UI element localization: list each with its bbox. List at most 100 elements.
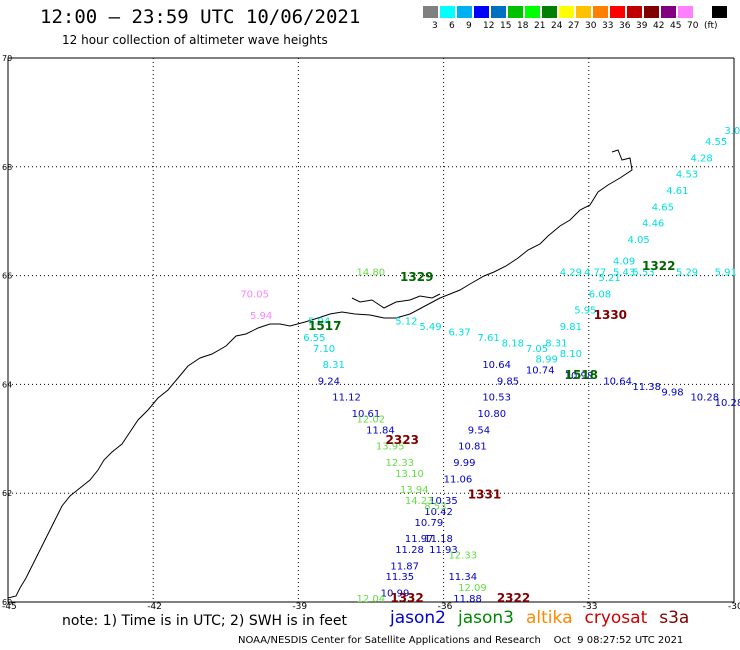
legend-cryosat: cryosat bbox=[584, 608, 648, 628]
colorbar-swatch bbox=[694, 5, 711, 19]
colorbar-swatch bbox=[558, 5, 575, 19]
lon-tick-label: -45 bbox=[2, 602, 17, 612]
satellite-legend: jason2 jason3 altika cryosat s3a bbox=[390, 608, 701, 628]
legend-jason3: jason3 bbox=[458, 608, 514, 628]
jason2-swh-value: 10.99 bbox=[381, 589, 410, 600]
lat-tick-label: 62 bbox=[2, 489, 12, 498]
jason2-swh-value: 9.99 bbox=[453, 458, 475, 469]
s3a-swh-value: 9.81 bbox=[560, 322, 582, 333]
pass-time-label: 1517 bbox=[308, 319, 341, 333]
colorbar-label: 18 bbox=[517, 21, 529, 31]
jason2-swh-value: 10.61 bbox=[352, 409, 381, 420]
s3a-swh-value: 4.61 bbox=[666, 186, 688, 197]
pass-time-label: 1332 bbox=[390, 591, 423, 605]
jason2-swh-value: 11.93 bbox=[429, 545, 458, 556]
jason2-swh-value: 10.64 bbox=[603, 376, 632, 387]
jason2-swh-value: 10.98 bbox=[565, 371, 594, 382]
colorbar-swatch bbox=[456, 5, 473, 19]
lon-tick-label: -33 bbox=[583, 602, 598, 612]
s3a-swh-value: 4.29 bbox=[560, 268, 582, 279]
greenland-coastline bbox=[7, 149, 633, 599]
colorbar-swatch bbox=[575, 5, 592, 19]
colorbar-label: 9 bbox=[466, 21, 472, 31]
legend-altika: altika bbox=[526, 608, 573, 628]
colorbar-label: (ft) bbox=[704, 21, 718, 31]
jason2-swh-value: 11.87 bbox=[390, 561, 419, 572]
jason2-swh-value: 10.74 bbox=[526, 366, 555, 377]
colorbar-label: 21 bbox=[534, 21, 546, 31]
jason2-swh-value: 10.42 bbox=[424, 507, 453, 518]
jason2-swh-value: 10.56 bbox=[739, 404, 740, 415]
lat-tick-label: 64 bbox=[2, 380, 12, 389]
colorbar-label: 70 bbox=[687, 21, 699, 31]
jason3-swh-value: 14.80 bbox=[356, 268, 385, 279]
s3a-swh-value: 4.53 bbox=[676, 170, 698, 181]
jason3-swh-value: 12.33 bbox=[386, 458, 415, 469]
s3a-swh-value: 5.21 bbox=[598, 273, 620, 284]
s3a-swh-value: 4.09 bbox=[613, 257, 635, 268]
colorbar-label: 30 bbox=[585, 21, 597, 31]
colorbar-label: 15 bbox=[500, 21, 512, 31]
legend-jason2: jason2 bbox=[390, 608, 446, 628]
s3a-swh-value: 5.91 bbox=[715, 268, 737, 279]
s3a-swh-value: 7.05 bbox=[526, 344, 548, 355]
lon-tick-label: -39 bbox=[292, 602, 307, 612]
pass-time-label: 2323 bbox=[386, 433, 419, 447]
jason2-swh-value: 11.38 bbox=[632, 382, 661, 393]
pass-time-label: 1329 bbox=[400, 270, 433, 284]
s3a-swh-value: 4.65 bbox=[652, 202, 674, 213]
colorbar-swatch bbox=[660, 5, 677, 19]
s3a-swh-value: 4.77 bbox=[584, 268, 606, 279]
jason3-swh-value: 12.02 bbox=[356, 414, 385, 425]
s3a-swh-value: 4.28 bbox=[690, 153, 712, 164]
map-subtitle: 12 hour collection of altimeter wave hei… bbox=[62, 33, 328, 47]
colorbar-swatch bbox=[711, 5, 728, 19]
altika-swh-value: 70.05 bbox=[240, 289, 269, 300]
jason2-swh-value: 9.98 bbox=[661, 387, 683, 398]
s3a-swh-value: 8.99 bbox=[536, 355, 558, 366]
jason2-swh-value: 11.28 bbox=[395, 545, 424, 556]
colorbar-label: 36 bbox=[619, 21, 631, 31]
jason2-swh-value: 10.35 bbox=[429, 496, 458, 507]
s3a-swh-value: 4.55 bbox=[705, 137, 727, 148]
colorbar-swatch bbox=[422, 5, 439, 19]
s3a-swh-value: 8.31 bbox=[545, 338, 567, 349]
jason2-swh-value: 11.88 bbox=[453, 594, 482, 605]
coastline-path bbox=[7, 149, 633, 599]
map-title: 12:00 – 23:59 UTC 10/06/2021 bbox=[40, 6, 361, 28]
jason2-swh-value: 11.97 bbox=[405, 534, 434, 545]
s3a-swh-value: 8.31 bbox=[323, 360, 345, 371]
jason3-swh-value: 14.23 bbox=[405, 496, 434, 507]
colorbar-label: 42 bbox=[653, 21, 665, 31]
jason2-swh-value: 9.54 bbox=[468, 425, 490, 436]
s3a-swh-value: 5.95 bbox=[574, 306, 596, 317]
jason2-swh-value: 10.28 bbox=[690, 393, 719, 404]
jason3-swh-value: 13.94 bbox=[400, 485, 429, 496]
wave-height-colorbar bbox=[422, 5, 728, 19]
s3a-swh-value: 7.10 bbox=[313, 344, 335, 355]
lat-tick-label: 70 bbox=[2, 54, 12, 63]
altika-swh-value: 5.94 bbox=[250, 311, 272, 322]
jason3-swh-value: 12.33 bbox=[448, 550, 477, 561]
colorbar-label: 27 bbox=[568, 21, 580, 31]
s3a-swh-value: 5.53 bbox=[632, 268, 654, 279]
swh-values: 3.024.55 4.28 4.53 4.61 4.65 4.46 4.05 4.09 5.21… bbox=[240, 126, 740, 605]
s3a-swh-value: 7.61 bbox=[477, 333, 499, 344]
colorbar-swatch bbox=[592, 5, 609, 19]
colorbar-label: 12 bbox=[483, 21, 495, 31]
jason2-swh-value: 11.18 bbox=[424, 534, 453, 545]
colorbar-swatch bbox=[677, 5, 694, 19]
pass-time-label: 1330 bbox=[594, 308, 627, 322]
lon-tick-label: -36 bbox=[438, 602, 453, 612]
s3a-swh-value: 6.55 bbox=[303, 333, 325, 344]
s3a-swh-value: 6.37 bbox=[448, 327, 470, 338]
s3a-swh-value: 5.49 bbox=[419, 322, 441, 333]
s3a-swh-value: 5.43 bbox=[613, 268, 635, 279]
jason2-swh-value: 9.85 bbox=[497, 376, 519, 387]
jason3-swh-value: 12.09 bbox=[458, 583, 487, 594]
colorbar-swatch bbox=[524, 5, 541, 19]
lat-lon-grid bbox=[7, 57, 735, 603]
jason2-swh-value: 10.81 bbox=[458, 442, 487, 453]
colorbar-swatch bbox=[541, 5, 558, 19]
